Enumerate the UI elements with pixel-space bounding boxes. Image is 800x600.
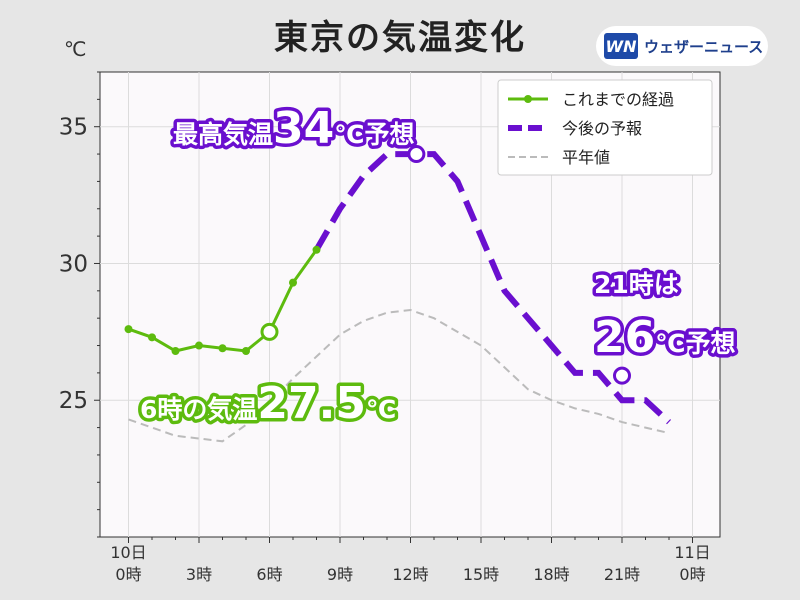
y-tick-label: 35	[59, 115, 88, 141]
legend-label: これまでの経過	[562, 90, 674, 109]
data-point-observed	[242, 347, 250, 355]
x-tick-label: 12時	[392, 565, 428, 584]
annotation-max: 最高気温34℃予想	[173, 103, 415, 154]
annotation-text: 34	[273, 103, 334, 154]
annotation-text: ℃	[366, 395, 396, 424]
x-tick-label: 11日	[674, 543, 710, 562]
x-tick-label: 0時	[679, 565, 705, 584]
data-point-observed	[124, 325, 133, 334]
annotation-text: 21時は	[594, 270, 679, 299]
annotation-text: 6時の気温	[140, 395, 257, 424]
legend-label: 今後の予報	[562, 119, 642, 138]
highlight-point	[613, 366, 631, 385]
data-point-observed	[171, 347, 180, 355]
legend-box	[497, 79, 713, 176]
y-axis-unit: ℃	[64, 37, 87, 61]
annotation-six: 6時の気温27.5℃	[140, 378, 396, 429]
y-tick-label: 30	[59, 251, 88, 277]
annotation-text: 26	[594, 312, 655, 363]
data-point-observed	[289, 278, 297, 287]
annotation-text: 27.5	[257, 378, 366, 429]
data-point-observed	[312, 245, 321, 254]
weathernews-logo: WN ウェザーニュース	[596, 26, 768, 66]
legend-label: 平年値	[562, 148, 610, 167]
series-line-forecast	[313, 151, 672, 425]
data-point-observed	[195, 341, 203, 350]
annotation-text: 最高気温	[173, 120, 273, 149]
annotation-text: ℃予想	[334, 120, 414, 149]
x-tick-label: 18時	[533, 565, 569, 584]
logo-text: ウェザーニュース	[644, 37, 764, 56]
x-tick-label: 6時	[256, 565, 282, 584]
logo-mark: WN	[604, 33, 638, 59]
series-line-normal	[128, 308, 670, 443]
x-tick-label: 9時	[327, 565, 353, 584]
annotation-nine2: 26℃予想	[594, 312, 736, 363]
data-point-observed	[148, 333, 156, 342]
annotation-nine1: 21時は	[594, 270, 679, 299]
x-tick-label: 15時	[463, 565, 499, 584]
y-tick-label: 25	[59, 388, 88, 414]
x-tick-label: 3時	[186, 565, 212, 584]
highlight-point	[260, 322, 279, 341]
highlight-point	[407, 145, 426, 164]
x-tick-label: 21時	[604, 565, 640, 584]
legend-marker-observed	[524, 95, 532, 103]
chart-title: 東京の気温変化	[274, 18, 526, 58]
data-point-observed	[218, 344, 227, 353]
x-tick-label: 10日	[110, 543, 146, 562]
x-tick-label: 0時	[115, 565, 141, 584]
annotation-text: ℃予想	[655, 329, 735, 358]
